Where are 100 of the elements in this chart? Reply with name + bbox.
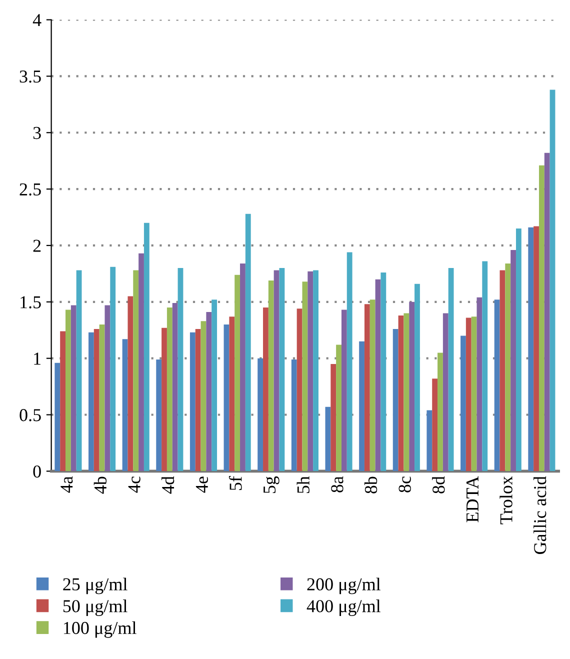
y-tick-label: 2.5	[20, 183, 41, 196]
bar	[538, 165, 544, 472]
bar	[76, 270, 82, 472]
bar	[346, 252, 352, 472]
bar	[409, 302, 415, 472]
bar	[442, 313, 448, 472]
y-tick-label: 3.5	[20, 70, 41, 83]
bar	[364, 304, 370, 472]
bar	[195, 328, 201, 472]
x-tick-label: 5f	[228, 476, 242, 490]
bar	[128, 296, 134, 472]
x-tick-label: 4c	[128, 476, 140, 493]
bar	[550, 90, 556, 472]
x-tick-label: 8b	[364, 476, 378, 494]
bar	[494, 300, 500, 472]
bar	[341, 310, 347, 472]
bar	[313, 270, 318, 472]
bar	[291, 359, 297, 472]
bar	[138, 253, 144, 472]
bar	[460, 336, 466, 472]
bar	[279, 268, 285, 472]
y-tick-label: 3	[33, 126, 41, 140]
x-tick-label: 4e	[196, 476, 208, 493]
bar	[156, 359, 162, 472]
legend-label: 25 μg/ml	[63, 578, 128, 594]
bar	[122, 339, 128, 472]
bar	[500, 270, 506, 472]
bar	[258, 358, 264, 472]
bar	[190, 332, 196, 472]
bar	[414, 284, 420, 472]
bar	[466, 318, 472, 472]
x-tick-label: 8c	[398, 476, 411, 492]
bar	[432, 378, 438, 472]
bar	[534, 226, 539, 472]
bar	[359, 341, 364, 472]
bar	[240, 264, 246, 472]
bar	[528, 227, 534, 472]
bar	[296, 308, 302, 472]
x-tick-label: EDTA	[466, 476, 478, 522]
bar	[110, 266, 116, 472]
bar	[212, 300, 218, 472]
bar	[476, 297, 482, 472]
bar	[375, 279, 381, 472]
bar	[99, 324, 105, 472]
bar	[206, 312, 212, 472]
x-tick-label: Gallic acid	[534, 476, 546, 554]
bar	[274, 270, 280, 472]
bar	[482, 261, 488, 472]
bar	[178, 268, 184, 472]
bar	[94, 328, 100, 472]
y-tick-label: 4	[32, 14, 42, 26]
x-tick-label: 8a	[331, 476, 344, 492]
bar	[370, 300, 376, 472]
x-tick-label: 4b	[94, 476, 107, 494]
bar	[516, 228, 522, 472]
bar	[268, 280, 274, 472]
bar	[544, 152, 550, 472]
x-tick-label: Trolox	[500, 476, 512, 524]
bar	[88, 332, 94, 472]
bar	[404, 313, 410, 472]
y-tick-label: 1.5	[20, 296, 41, 308]
legend-label: 400 μg/ml	[306, 600, 381, 616]
legend-label: 50 μg/ml	[63, 600, 128, 616]
bar	[325, 406, 331, 472]
bar	[70, 305, 76, 472]
bar	[438, 352, 443, 472]
bar	[104, 305, 110, 472]
bar	[471, 316, 477, 472]
bar	[448, 268, 454, 472]
bar	[224, 324, 230, 472]
bar	[133, 270, 139, 472]
y-tick-label: 2	[33, 240, 41, 252]
bar	[66, 310, 71, 472]
bar	[308, 271, 314, 472]
bar	[380, 272, 386, 472]
x-tick-label: 5g	[264, 476, 280, 494]
bar	[172, 303, 178, 472]
y-tick-label: 0	[33, 465, 41, 478]
y-tick-label: 0.5	[20, 409, 41, 422]
bar	[510, 250, 516, 472]
legend-label: 100 μg/ml	[64, 621, 136, 638]
bar	[392, 328, 398, 472]
bar	[166, 308, 172, 472]
bar	[245, 214, 251, 472]
bar	[229, 316, 235, 472]
x-tick-label: 8d	[432, 476, 445, 494]
bar	[330, 364, 336, 472]
y-tick-label: 1	[34, 352, 40, 365]
bar	[144, 222, 150, 472]
bar	[336, 344, 342, 472]
bar	[263, 308, 268, 472]
x-tick-label: 4a	[60, 476, 73, 493]
bar	[54, 362, 60, 472]
bar	[398, 315, 404, 472]
bar	[162, 328, 167, 472]
x-tick-label: 5h	[296, 476, 310, 494]
legend-label: 200 μg/ml	[307, 578, 381, 594]
bar	[60, 331, 66, 472]
bar	[302, 282, 308, 472]
bar	[200, 321, 206, 472]
